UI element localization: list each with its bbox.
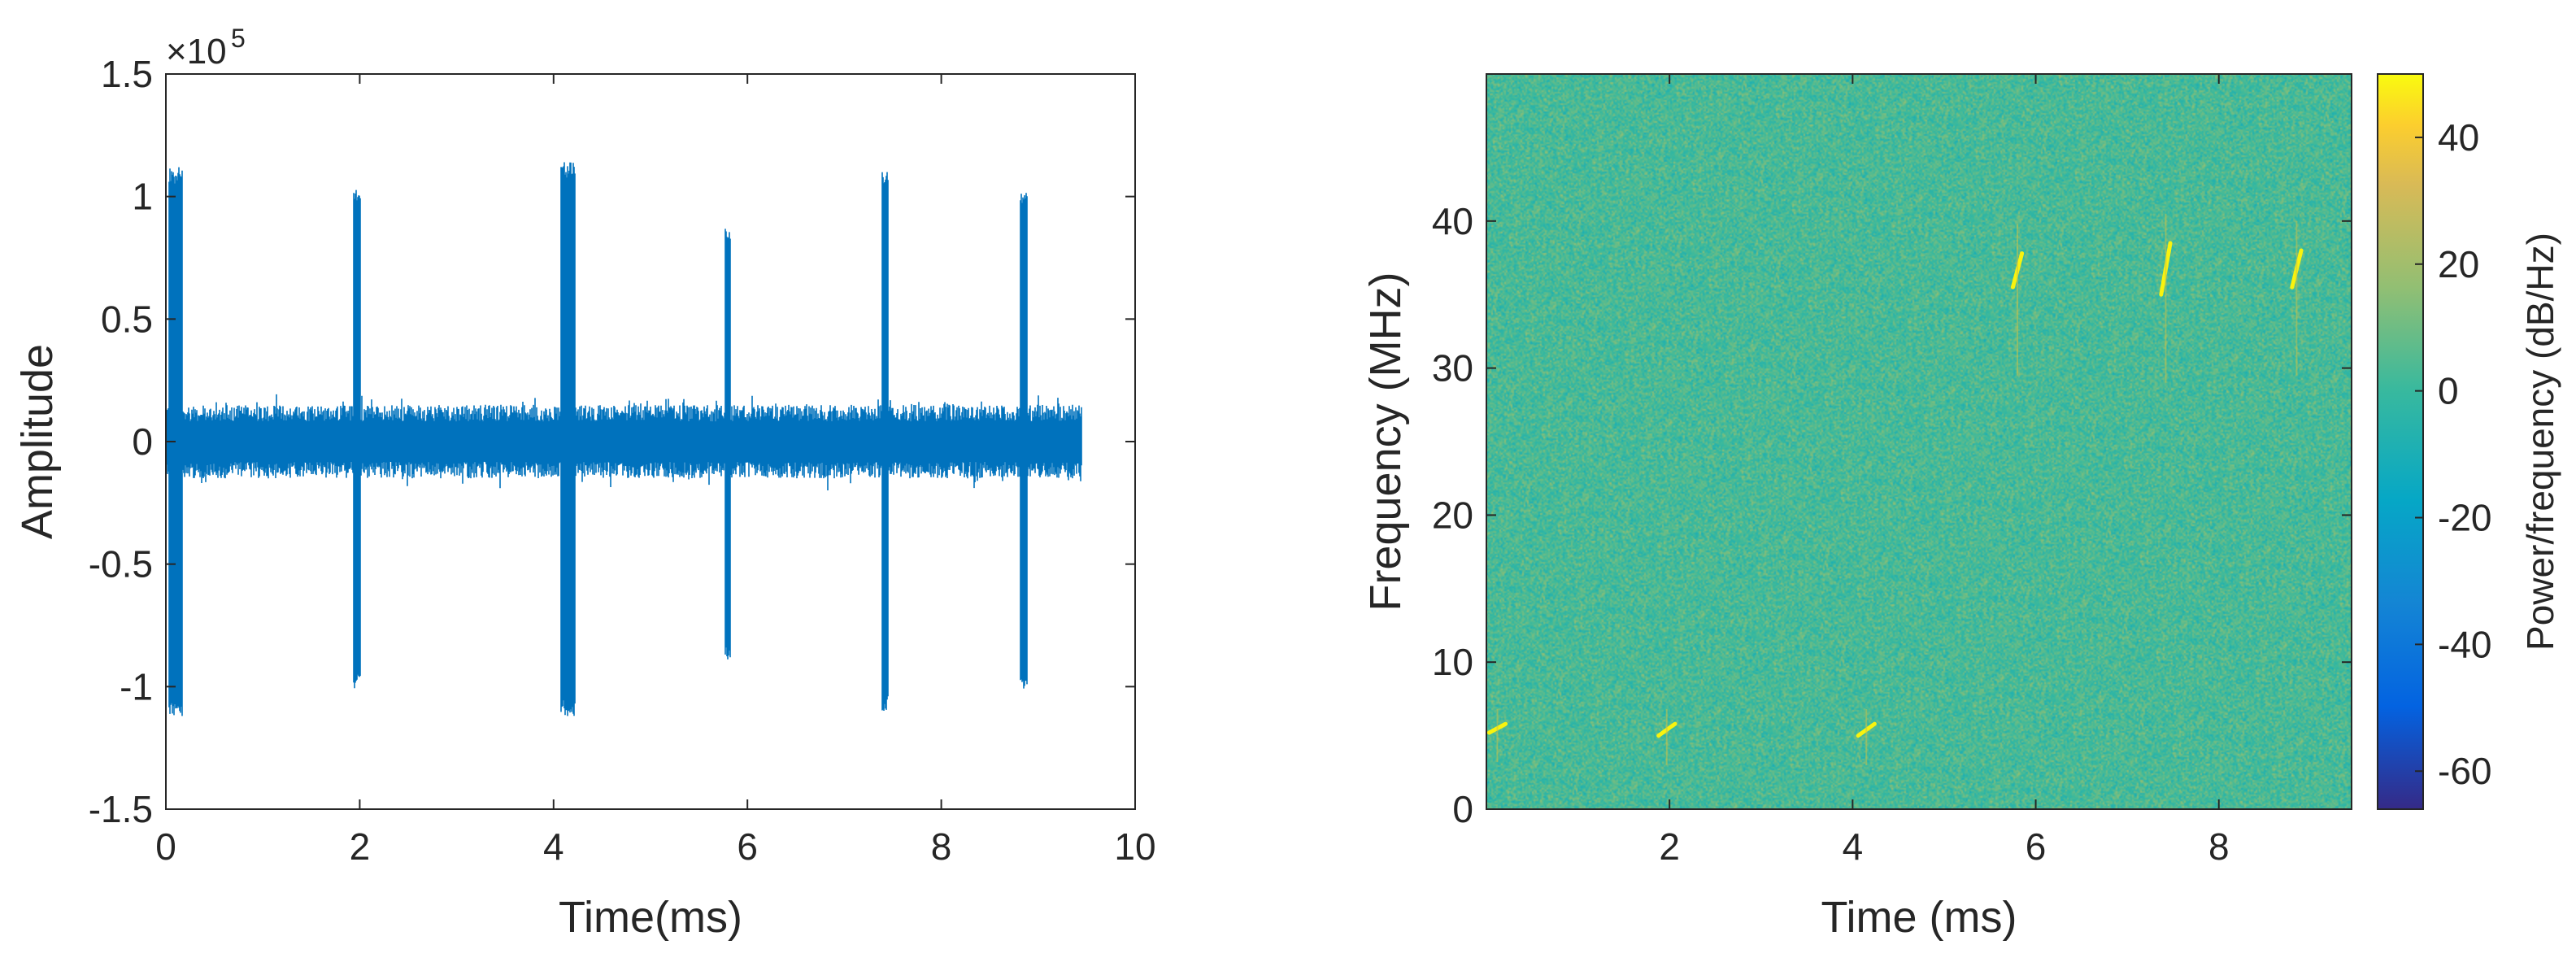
spectrogram-y-ticks: 0 10 20 30 40 <box>1432 200 2352 830</box>
colorbar-ticks: 40 20 0 -20 -40 -60 <box>2415 116 2491 792</box>
amplitude-x-tick-label: 4 <box>543 825 564 868</box>
amplitude-y-tick-label: -0.5 <box>89 543 153 586</box>
amplitude-x-tick-label: 8 <box>931 825 952 868</box>
spectrogram-x-tick-label: 4 <box>1843 825 1864 868</box>
spectrogram-x-tick-label: 2 <box>1659 825 1680 868</box>
amplitude-exponent-base: ×10 <box>166 32 227 72</box>
amplitude-exponent-power: 5 <box>231 24 246 53</box>
amplitude-series-line <box>165 162 1082 716</box>
colorbar-label: Power/frequency (dB/Hz) <box>2519 233 2561 651</box>
amplitude-y-tick-label: 0 <box>132 420 153 463</box>
spectrogram-chart: 2 4 6 8 0 10 20 30 40 Time (ms) Frequency (MHz)… <box>1361 73 2561 942</box>
colorbar-tick-label: -40 <box>2438 623 2491 665</box>
amplitude-y-ticks: -1.5 -1 -0.5 0 0.5 1 1.5 <box>89 53 1135 830</box>
spectrogram-chirps <box>1486 213 2304 765</box>
spectrogram-y-label: Frequency (MHz) <box>1361 272 1410 611</box>
amplitude-signal <box>165 162 1082 716</box>
amplitude-y-label: Amplitude <box>13 344 62 539</box>
spectrogram-image <box>1486 74 2352 809</box>
amplitude-x-tick-label: 0 <box>155 825 176 868</box>
spectrogram-x-tick-label: 6 <box>2026 825 2047 868</box>
spectrogram-image-wrap <box>1486 74 2352 809</box>
amplitude-x-ticks: 0 2 4 6 8 10 <box>155 74 1156 868</box>
amplitude-x-label: Time(ms) <box>559 893 742 942</box>
spectrogram-y-tick-label: 10 <box>1432 641 1473 683</box>
spectrogram-x-tick-label: 8 <box>2208 825 2230 868</box>
colorbar-tick-label: 0 <box>2438 370 2459 412</box>
colorbar-tick-label: 20 <box>2438 243 2479 285</box>
colorbar-tick-label: -60 <box>2438 750 2491 792</box>
spectrogram-axes-box <box>1486 73 2352 810</box>
amplitude-x-tick-label: 10 <box>1114 825 1155 868</box>
amplitude-chart: 0 2 4 6 8 10 -1.5 -1 -0.5 0 0.5 1 1.5 ×10 5 Time(ms… <box>13 24 1156 942</box>
amplitude-x-tick-label: 2 <box>350 825 371 868</box>
colorbar-tick-label: -20 <box>2438 497 2491 539</box>
amplitude-y-tick-label: -1.5 <box>89 788 153 830</box>
amplitude-x-tick-label: 6 <box>737 825 758 868</box>
amplitude-y-tick-label: 1 <box>132 176 153 218</box>
amplitude-y-tick-label: 0.5 <box>101 298 153 340</box>
spectrogram-y-tick-label: 0 <box>1452 788 1473 830</box>
amplitude-y-tick-label: 1.5 <box>101 53 153 95</box>
spectrogram-y-tick-label: 20 <box>1432 494 1473 536</box>
spectrogram-x-ticks: 2 4 6 8 <box>1659 74 2230 868</box>
colorbar <box>2377 73 2424 810</box>
spectrogram-x-label: Time (ms) <box>1821 893 2017 942</box>
spectrogram-y-tick-label: 30 <box>1432 347 1473 390</box>
spectrogram-y-tick-label: 40 <box>1432 200 1473 242</box>
colorbar-tick-label: 40 <box>2438 116 2479 159</box>
amplitude-y-tick-label: -1 <box>120 665 153 708</box>
